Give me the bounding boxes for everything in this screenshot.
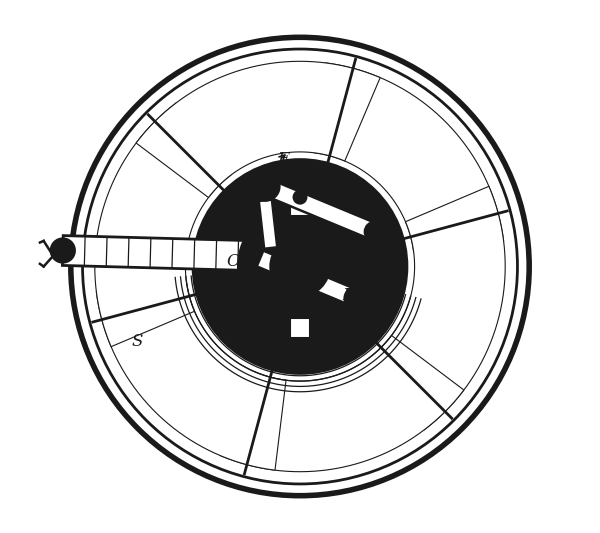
Polygon shape	[220, 335, 464, 472]
Text: E: E	[342, 287, 354, 304]
Circle shape	[251, 173, 279, 200]
Polygon shape	[62, 236, 260, 271]
Polygon shape	[97, 280, 286, 470]
Circle shape	[239, 205, 361, 328]
Circle shape	[370, 227, 379, 237]
Circle shape	[247, 213, 353, 320]
Polygon shape	[314, 63, 503, 253]
Circle shape	[304, 356, 312, 364]
Circle shape	[300, 352, 316, 368]
Text: D: D	[238, 253, 251, 270]
Polygon shape	[369, 187, 505, 430]
Bar	[290, 195, 310, 216]
Text: O: O	[227, 253, 240, 270]
Circle shape	[51, 239, 74, 262]
Polygon shape	[262, 179, 378, 240]
Polygon shape	[95, 103, 231, 346]
Text: S: S	[132, 333, 143, 350]
Bar	[290, 318, 310, 338]
Text: H: H	[352, 314, 366, 331]
Text: F: F	[277, 151, 289, 168]
Circle shape	[258, 179, 273, 194]
Circle shape	[271, 237, 329, 296]
Circle shape	[293, 191, 307, 204]
Text: B: B	[259, 173, 271, 190]
Text: C: C	[317, 253, 331, 270]
Polygon shape	[257, 251, 359, 306]
Circle shape	[345, 287, 367, 310]
Circle shape	[350, 293, 362, 304]
Circle shape	[281, 248, 319, 285]
Polygon shape	[259, 200, 277, 248]
Polygon shape	[136, 61, 380, 198]
Circle shape	[58, 245, 68, 256]
Circle shape	[365, 222, 384, 241]
Circle shape	[193, 160, 407, 373]
